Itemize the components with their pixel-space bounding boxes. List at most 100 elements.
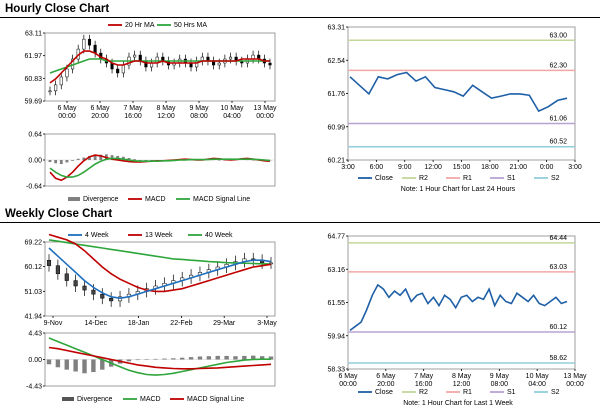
weekly-close-xtick-label: 00:00	[566, 381, 584, 388]
hourly-macd-chart: 0.64 0.00 -0.64 Divergence MACD MACD Signal L…	[26, 132, 276, 203]
weekly-divergence-bar	[268, 356, 274, 360]
weekly-close-ytick-label: 59.94	[327, 333, 345, 340]
hourly-legend-macd-label: MACD	[145, 196, 166, 203]
weekly-candle-body	[64, 273, 69, 281]
hourly-price-xtick-label: 7 May	[123, 105, 143, 112]
hourly-candle-body	[59, 76, 63, 86]
hourly-candle-body	[87, 38, 92, 46]
hourly-candle-body	[65, 68, 69, 78]
weekly-signal-line	[48, 346, 272, 370]
hourly-close-xtick-label: 0:00	[540, 164, 554, 171]
weekly-macd-ytick-label: 4.43	[28, 331, 42, 338]
hourly-price-frame	[44, 32, 276, 102]
hourly-close-xtick-label: 15:00	[453, 164, 471, 171]
weekly-price-xtick-label: 29-Mar	[213, 320, 236, 327]
hourly-candle-body	[121, 64, 125, 74]
hourly-divergence-bar	[54, 160, 58, 164]
hourly-price-chart: 20 Hr MA 50 Hrs MA 63.11 61.97 60.83 59.69 6 M…	[24, 22, 277, 120]
weekly-close-r1-level-label: 63.03	[549, 264, 567, 271]
hourly-legend-divergence-label: Divergence	[83, 196, 119, 203]
weekly-macd-line	[48, 337, 271, 376]
hourly-signal-line	[49, 157, 271, 178]
hourly-candle-body	[268, 62, 272, 66]
hourly-divergence-bar	[110, 155, 114, 160]
weekly-legend-4week-label: 4 Week	[85, 232, 109, 239]
weekly-section-divider	[0, 222, 600, 223]
weekly-close-xtick-label: 16:00	[415, 381, 433, 388]
hourly-close-legend-r2-label: R2	[419, 175, 428, 182]
weekly-macd-ytick-label: 0.00	[28, 357, 42, 364]
hourly-price-xtick-label: 20:00	[91, 113, 109, 120]
hourly-candle-body	[228, 56, 233, 60]
hourly-divergence-bar	[121, 156, 125, 160]
weekly-legend-13week-label: 13 Week	[145, 232, 173, 239]
weekly-close-note: Note: 1 Hour Chart for Last 1 Week	[403, 400, 513, 407]
hourly-section-title: Hourly Close Chart	[5, 3, 110, 15]
hourly-candle-body	[133, 54, 137, 58]
hourly-divergence-bar	[48, 160, 52, 163]
hourly-close-ytick-label: 62.54	[327, 58, 345, 65]
weekly-divergence-bar	[64, 359, 69, 370]
weekly-close-ytick-label: 61.55	[327, 300, 345, 307]
weekly-price-ytick-label: 69.22	[24, 240, 42, 247]
hourly-divergence-bar	[93, 155, 97, 160]
weekly-close-xtick-label: 08:00	[491, 381, 509, 388]
weekly-divergence-bar	[251, 355, 256, 360]
hourly-divergence-bar	[99, 154, 103, 160]
weekly-divergence-bar	[162, 358, 167, 360]
weekly-40week-line	[48, 239, 272, 265]
weekly-divergence-bar	[215, 355, 220, 360]
hourly-close-close-line	[349, 71, 568, 113]
hourly-close-legend-r1-label: R1	[463, 175, 472, 182]
weekly-price-ytick-label: 41.94	[24, 314, 42, 321]
hourly-price-xtick-label: 12:00	[157, 113, 175, 120]
weekly-close-legend-r2-label: R2	[419, 389, 428, 396]
weekly-divergence-bar	[171, 358, 176, 360]
weekly-price-frame	[44, 241, 276, 317]
weekly-candle-body	[73, 280, 78, 287]
hourly-ma20-line	[49, 50, 270, 84]
hourly-legend-divergence-swatch	[68, 197, 80, 201]
hourly-close-legend-s2-label: S2	[551, 175, 560, 182]
hourly-candle-body	[48, 90, 52, 93]
weekly-close-ytick-label: 58.33	[327, 367, 345, 374]
hourly-section-divider	[0, 17, 600, 18]
hourly-candle-body	[82, 38, 86, 50]
weekly-divergence-bar	[188, 357, 194, 360]
weekly-close-xtick-label: 6 May	[338, 373, 358, 380]
weekly-price-xtick-label: 9-Nov	[44, 320, 63, 327]
hourly-price-xtick-label: 6 May	[90, 105, 110, 112]
hourly-divergence-bar	[138, 160, 142, 161]
hourly-price-xtick-label: 04:00	[223, 113, 241, 120]
weekly-close-ytick-label: 64.77	[327, 234, 345, 241]
weekly-close-xtick-label: 8 May	[452, 373, 472, 380]
hourly-macd-ytick-label: 0.00	[28, 158, 42, 165]
hourly-price-ytick-label: 63.11	[25, 31, 42, 38]
weekly-close-xtick-label: 13 May	[564, 373, 587, 380]
hourly-close-note: Note: 1 Hour Chart for Last 24 Hours	[401, 186, 516, 193]
hourly-price-xtick-label: 6 May	[57, 105, 77, 112]
hourly-price-xtick-label: 16:00	[124, 113, 142, 120]
weekly-price-ytick-label: 51.03	[24, 289, 42, 296]
weekly-close-chart: 64.44 63.03 60.12 58.62 64.77 63.16 61.55 59.94…	[327, 234, 587, 408]
hourly-close-s2-level-label: 60.52	[549, 139, 567, 146]
hourly-price-xtick-label: 00:00	[256, 113, 274, 120]
hourly-close-xtick-label: 18:00	[481, 164, 499, 171]
weekly-candle-body	[91, 289, 96, 295]
weekly-close-xtick-label: 6 May	[376, 373, 396, 380]
weekly-price-ytick-label: 60.12	[24, 264, 42, 271]
weekly-candle-body	[46, 259, 52, 266]
hourly-close-ytick-label: 61.76	[327, 91, 345, 98]
weekly-divergence-bar	[55, 359, 61, 368]
weekly-divergence-bar	[73, 359, 78, 372]
weekly-close-legend-r1-label: R1	[463, 389, 472, 396]
hourly-price-xtick-label: 10 May	[221, 105, 244, 112]
weekly-13week-line	[48, 233, 272, 293]
weekly-divergence-bar	[91, 359, 96, 373]
hourly-price-xtick-label: 13 May	[254, 105, 277, 112]
weekly-divergence-bar	[224, 355, 229, 360]
hourly-close-legend-s1-label: S1	[507, 175, 516, 182]
hourly-candle-body	[138, 54, 142, 62]
weekly-candle-body	[82, 285, 87, 291]
weekly-legend-signal-label: MACD Signal Line	[187, 396, 244, 403]
